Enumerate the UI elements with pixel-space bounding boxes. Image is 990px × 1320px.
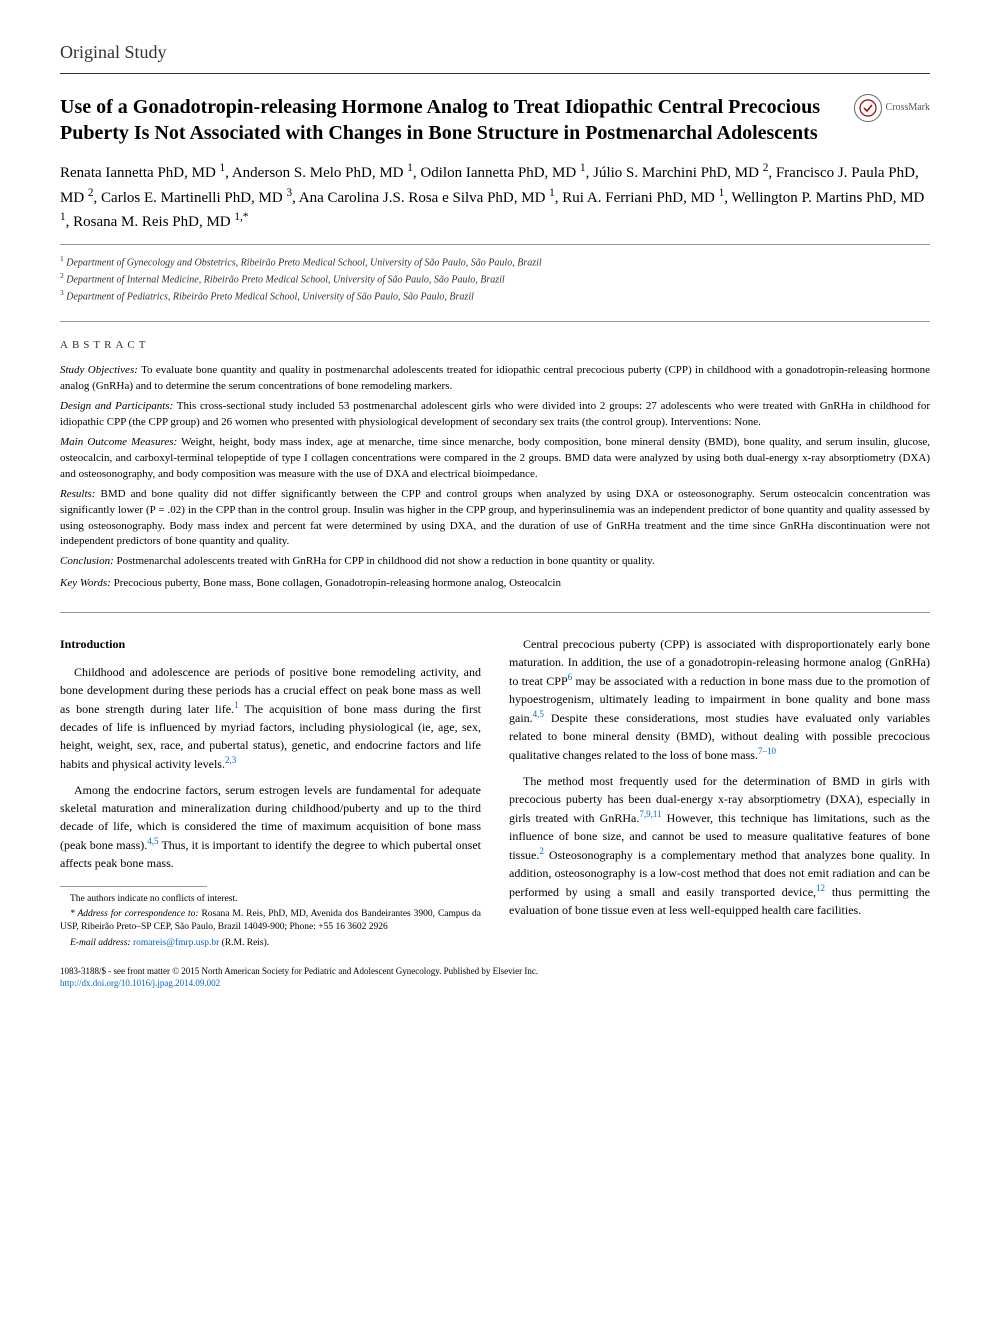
keywords: Key Words: Precocious puberty, Bone mass… — [60, 576, 930, 591]
body-columns: Introduction Childhood and adolescence a… — [60, 635, 930, 952]
article-title: Use of a Gonadotropin-releasing Hormone … — [60, 94, 834, 146]
divider-top — [60, 73, 930, 74]
correspondence: * Address for correspondence to: Rosana … — [60, 908, 481, 935]
intro-heading: Introduction — [60, 635, 481, 653]
abstract-design: Design and Participants: This cross-sect… — [60, 399, 930, 431]
intro-paragraph-1: Childhood and adolescence are periods of… — [60, 663, 481, 773]
affiliation-2: 2 Department of Internal Medicine, Ribei… — [60, 270, 930, 287]
divider-abstract — [60, 612, 930, 613]
abstract-measures: Main Outcome Measures: Weight, height, b… — [60, 435, 930, 483]
footnotes: The authors indicate no conflicts of int… — [60, 893, 481, 950]
conflict-statement: The authors indicate no conflicts of int… — [60, 893, 481, 906]
abstract-conclusion: Conclusion: Postmenarchal adolescents tr… — [60, 554, 930, 570]
title-row: Use of a Gonadotropin-releasing Hormone … — [60, 94, 930, 146]
copyright-block: 1083-3188/$ - see front matter © 2015 No… — [60, 966, 930, 989]
crossmark-badge[interactable]: CrossMark — [854, 94, 930, 122]
copyright-text: 1083-3188/$ - see front matter © 2015 No… — [60, 966, 930, 978]
footnote-divider — [60, 886, 207, 887]
divider-authors — [60, 244, 930, 245]
doi-link[interactable]: http://dx.doi.org/10.1016/j.jpag.2014.09… — [60, 978, 930, 990]
crossmark-label: CrossMark — [886, 101, 930, 115]
affiliation-1: 1 Department of Gynecology and Obstetric… — [60, 253, 930, 270]
author-list: Renata Iannetta PhD, MD 1, Anderson S. M… — [60, 160, 930, 234]
email-line: E-mail address: romareis@fmrp.usp.br (R.… — [60, 937, 481, 950]
divider-affiliations — [60, 321, 930, 322]
affiliations: 1 Department of Gynecology and Obstetric… — [60, 253, 930, 305]
abstract-heading: ABSTRACT — [60, 338, 930, 353]
intro-paragraph-2: Among the endocrine factors, serum estro… — [60, 781, 481, 872]
column-left: Introduction Childhood and adolescence a… — [60, 635, 481, 952]
affiliation-3: 3 Department of Pediatrics, Ribeirão Pre… — [60, 287, 930, 304]
abstract-results: Results: BMD and bone quality did not di… — [60, 487, 930, 551]
crossmark-icon — [854, 94, 882, 122]
intro-paragraph-3: Central precocious puberty (CPP) is asso… — [509, 635, 930, 764]
abstract-objectives: Study Objectives: To evaluate bone quant… — [60, 363, 930, 395]
column-right: Central precocious puberty (CPP) is asso… — [509, 635, 930, 952]
intro-paragraph-4: The method most frequently used for the … — [509, 772, 930, 919]
section-label: Original Study — [60, 40, 930, 65]
email-link[interactable]: romareis@fmrp.usp.br — [133, 938, 219, 948]
